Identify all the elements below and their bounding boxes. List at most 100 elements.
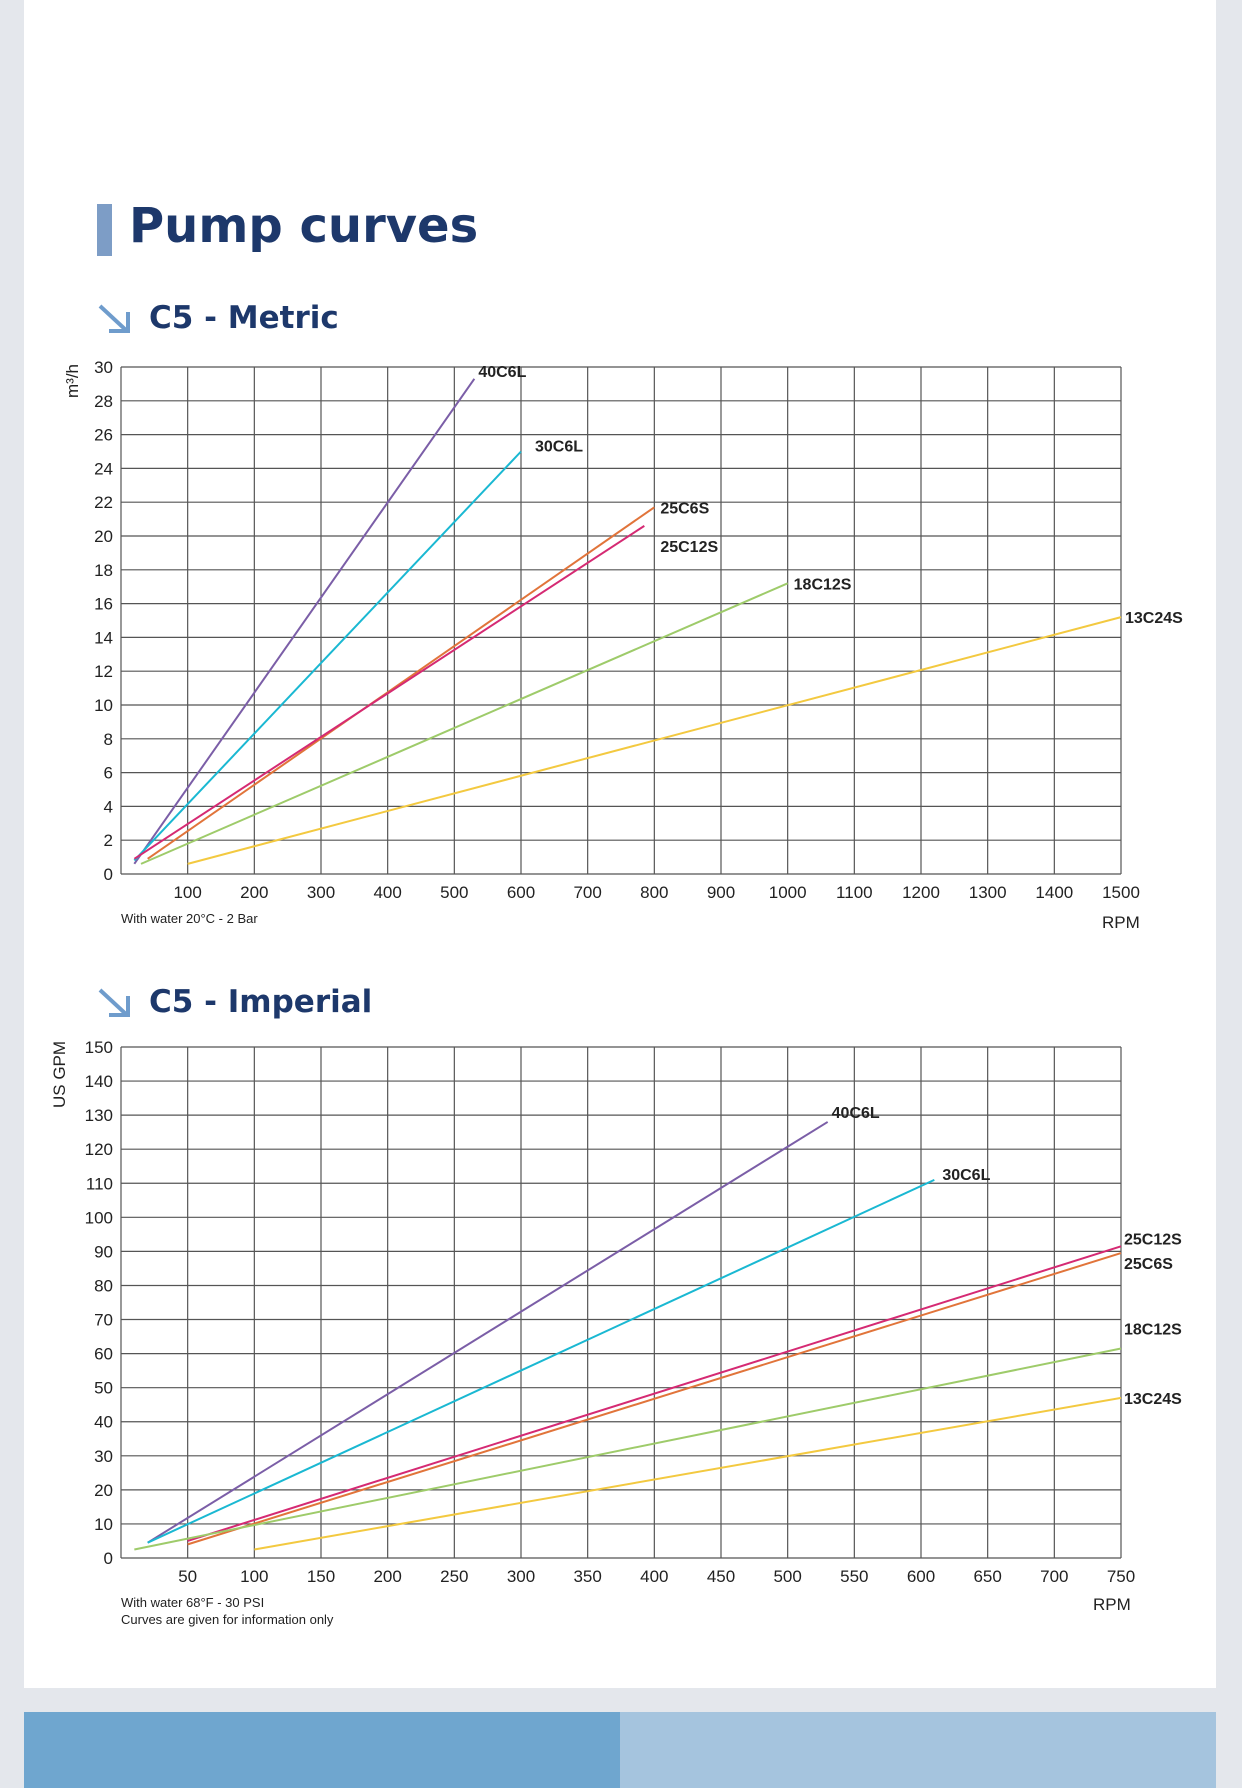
metric-series-line-13c24s [187, 616, 1122, 865]
metric-series-label-25c6s: 25C6S [660, 500, 709, 517]
imperial-y-tick-label: 90 [94, 1242, 113, 1261]
imperial-x-tick-label: 550 [840, 1567, 868, 1586]
imperial-y-tick-label: 10 [94, 1515, 113, 1534]
arrow-down-right-icon [98, 988, 130, 1017]
metric-x-tick-label: 100 [173, 883, 201, 902]
imperial-series-label-13c24s: 13C24S [1124, 1391, 1182, 1408]
imperial-series-label-18c12s: 18C12S [1124, 1321, 1182, 1338]
metric-x-tick-label: 200 [240, 883, 268, 902]
imperial-y-tick-label: 130 [85, 1106, 113, 1125]
footer-band-left [24, 1712, 620, 1788]
imperial-series-label-25c12s: 25C12S [1124, 1231, 1182, 1248]
imperial-series-line-13c24s [254, 1396, 1122, 1551]
metric-series-label-13c24s: 13C24S [1125, 610, 1183, 627]
metric-y-tick-label: 6 [104, 764, 113, 783]
imperial-x-tick-label: 350 [573, 1567, 601, 1586]
imperial-x-tick-label: 500 [773, 1567, 801, 1586]
imperial-y-tick-label: 20 [94, 1481, 113, 1500]
imperial-y-tick-label: 40 [94, 1413, 113, 1432]
metric-series-line-30c6l [133, 450, 522, 862]
metric-y-tick-label: 10 [94, 696, 113, 715]
metric-y-tick-label: 30 [94, 358, 113, 377]
imperial-y-tick-label: 150 [85, 1038, 113, 1057]
metric-x-tick-label: 500 [440, 883, 468, 902]
imperial-series-label-40c6l: 40C6L [832, 1105, 880, 1122]
imperial-y-tick-label: 80 [94, 1276, 113, 1295]
page-title: Pump curves [129, 198, 479, 254]
metric-series-label-40c6l: 40C6L [478, 364, 526, 381]
metric-x-tick-label: 1400 [1035, 883, 1073, 902]
imperial-y-tick-label: 0 [104, 1549, 113, 1568]
x-axis-unit-metric: RPM [1102, 913, 1140, 932]
metric-y-tick-label: 8 [104, 730, 113, 749]
metric-y-tick-label: 24 [94, 459, 113, 478]
imperial-y-tick-label: 100 [85, 1208, 113, 1227]
page-sheet [24, 0, 1216, 1688]
section-title-metric: C5 - Metric [149, 300, 339, 336]
imperial-x-tick-label: 750 [1107, 1567, 1135, 1586]
chart-note-metric: With water 20°C - 2 Bar [121, 911, 258, 926]
chart-disclaimer: Curves are given for information only [121, 1612, 334, 1627]
imperial-x-tick-label: 250 [440, 1567, 468, 1586]
imperial-x-tick-label: 700 [1040, 1567, 1068, 1586]
metric-y-tick-label: 18 [94, 561, 113, 580]
metric-y-tick-label: 2 [104, 831, 113, 850]
imperial-x-tick-label: 150 [307, 1567, 335, 1586]
imperial-series-line-25c12s [187, 1245, 1122, 1542]
imperial-series-line-18c12s [134, 1347, 1122, 1551]
metric-y-tick-label: 20 [94, 527, 113, 546]
imperial-y-tick-label: 110 [86, 1174, 113, 1193]
imperial-y-tick-label: 60 [94, 1345, 113, 1364]
imperial-series-line-30c6l [147, 1178, 935, 1544]
metric-y-tick-label: 26 [94, 426, 113, 445]
metric-series-line-25c12s [133, 525, 645, 860]
metric-y-tick-label: 28 [94, 392, 113, 411]
metric-series-line-40c6l [133, 378, 476, 865]
y-axis-unit-imperial: US GPM [50, 1040, 69, 1108]
metric-y-tick-label: 16 [94, 595, 113, 614]
metric-y-tick-label: 14 [94, 628, 113, 647]
metric-series-line-18c12s [140, 582, 789, 865]
imperial-series-label-25c6s: 25C6S [1124, 1256, 1173, 1273]
imperial-x-tick-label: 650 [973, 1567, 1001, 1586]
metric-series-label-18c12s: 18C12S [794, 576, 852, 593]
metric-series-line-25c6s [147, 506, 655, 860]
metric-y-tick-label: 4 [104, 797, 113, 816]
imperial-series-line-40c6l [147, 1121, 829, 1544]
imperial-x-tick-label: 100 [240, 1567, 268, 1586]
metric-y-tick-label: 0 [104, 865, 113, 884]
y-axis-unit-metric: m³/h [63, 364, 82, 398]
section-title-imperial: C5 - Imperial [149, 984, 373, 1020]
x-axis-unit-imperial: RPM [1093, 1595, 1131, 1614]
imperial-series-label-30c6l: 30C6L [942, 1167, 990, 1184]
imperial-y-tick-label: 70 [94, 1311, 113, 1330]
footer-band-right [620, 1712, 1216, 1788]
metric-series-label-30c6l: 30C6L [535, 439, 583, 456]
chart-note-imperial: With water 68°F - 30 PSI [121, 1595, 265, 1610]
metric-x-tick-label: 600 [507, 883, 535, 902]
metric-y-tick-label: 12 [94, 662, 113, 681]
metric-x-tick-label: 1000 [769, 883, 807, 902]
imperial-x-tick-label: 300 [507, 1567, 535, 1586]
arrow-down-right-icon [98, 304, 130, 333]
metric-x-tick-label: 800 [640, 883, 668, 902]
metric-x-tick-label: 1200 [902, 883, 940, 902]
imperial-y-tick-label: 140 [85, 1072, 113, 1091]
imperial-x-tick-label: 600 [907, 1567, 935, 1586]
imperial-x-tick-label: 50 [178, 1567, 197, 1586]
metric-series-label-25c12s: 25C12S [660, 539, 718, 556]
imperial-x-tick-label: 450 [707, 1567, 735, 1586]
imperial-y-tick-label: 30 [94, 1447, 113, 1466]
title-accent-bar [97, 204, 112, 256]
imperial-y-tick-label: 50 [94, 1379, 113, 1398]
metric-x-tick-label: 400 [373, 883, 401, 902]
metric-x-tick-label: 700 [573, 883, 601, 902]
metric-x-tick-label: 900 [707, 883, 735, 902]
metric-x-tick-label: 1500 [1102, 883, 1140, 902]
metric-x-tick-label: 1100 [836, 883, 873, 902]
imperial-x-tick-label: 400 [640, 1567, 668, 1586]
metric-x-tick-label: 1300 [969, 883, 1007, 902]
metric-y-tick-label: 22 [94, 493, 113, 512]
metric-x-tick-label: 300 [307, 883, 335, 902]
